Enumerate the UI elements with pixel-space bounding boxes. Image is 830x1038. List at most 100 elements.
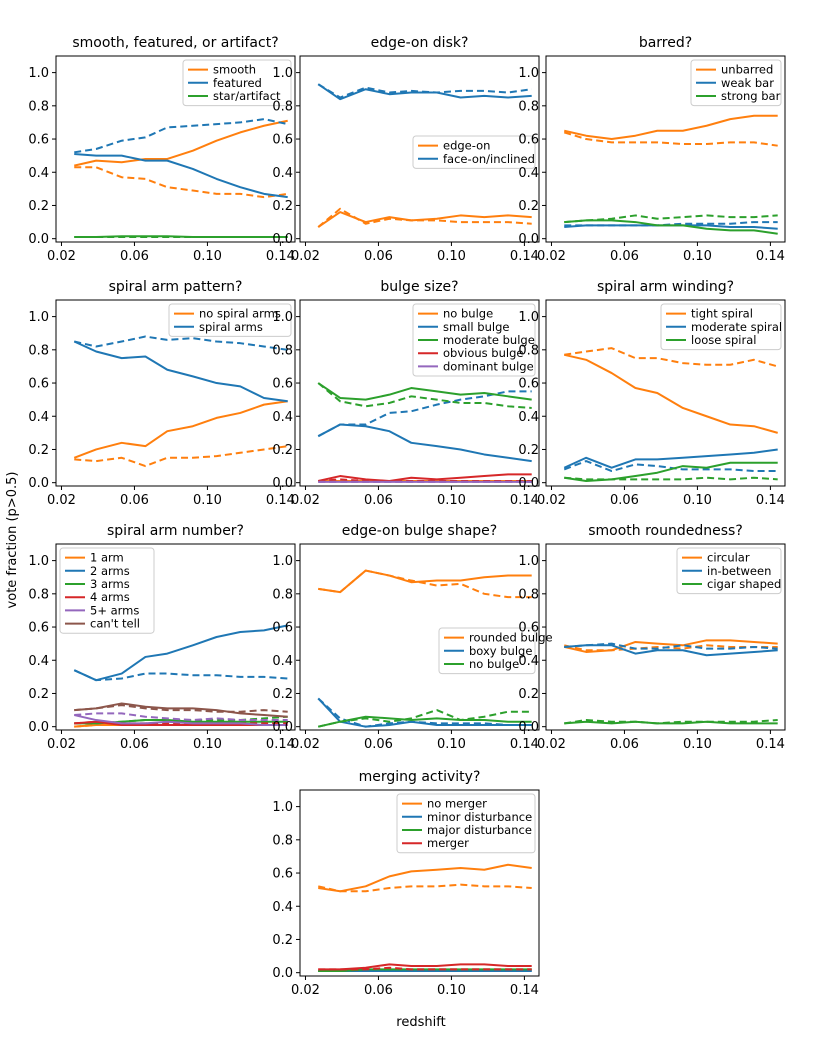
x-tick-label: 0.02 (537, 737, 566, 752)
axes-frame (545, 55, 786, 243)
series-line-featured-solid (74, 152, 288, 199)
legend-entry-no-bulge: no bulge (469, 657, 519, 671)
legend-entry-spiral-arms: spiral arms (199, 320, 263, 334)
y-tick-label: 1.0 (28, 310, 49, 325)
series-line-merger-dashed (318, 966, 532, 971)
series-line-rounded-bulge-solid (318, 569, 532, 594)
panel-spiral-arm-pattern: spiral arm pattern? 0.0 0.2 0.4 0.6 0.8 1.0 0.0… (28, 279, 296, 508)
x-tick-label: 0.14 (510, 983, 539, 998)
series-line-spiral-arms-solid (73, 340, 288, 403)
legend-box (412, 135, 536, 169)
panel-merging-activity: merging activity? 0.0 0.2 0.4 0.6 0.8 1.0 0.02 0… (272, 769, 540, 998)
panel-title: spiral arm pattern? (109, 279, 243, 295)
y-tick-label: 0.6 (518, 377, 539, 392)
legend-entry-in-between: in-between (707, 564, 771, 578)
legend-entry-star-artifact: star/artifact (213, 89, 281, 103)
x-tick-label: 0.02 (537, 493, 566, 508)
x-tick-label: 0.10 (193, 249, 222, 264)
x-tick-label: 0.02 (291, 737, 320, 752)
y-tick-label: 0.0 (28, 232, 49, 247)
panel-smooth-roundedness: smooth roundedness? 0.0 0.2 0.4 0.6 0.8 1.0 0.0… (518, 523, 786, 752)
axes-frame (299, 299, 540, 487)
x-tick-label: 0.06 (610, 493, 639, 508)
legend-box (660, 303, 782, 351)
x-tick-label: 0.02 (291, 249, 320, 264)
panel-bulge-size: bulge size? 0.0 0.2 0.4 0.6 0.8 1.0 0.02 0.06 0.1… (272, 279, 540, 508)
y-tick-label: 0.8 (28, 587, 49, 602)
series-line-cigar-shaped-solid (564, 720, 778, 725)
series-line-moderate-bulge-dashed (317, 382, 532, 409)
axes-frame (55, 299, 296, 487)
series-line-moderate-spiral-solid (563, 448, 778, 469)
legend-entry-no-spiral-arms: no spiral arms (199, 307, 281, 321)
y-tick-label: 0.2 (28, 687, 49, 702)
legend-box (182, 59, 292, 107)
x-tick-label: 0.10 (683, 493, 712, 508)
series-line-cigar-shaped-dashed (564, 719, 778, 725)
legend-entry-small-bulge: small bulge (443, 320, 509, 334)
x-tick-label: 0.14 (756, 737, 785, 752)
panel-title: edge-on disk? (371, 35, 469, 51)
legend-entry-face-on-inclined: face-on/inclined (443, 152, 535, 166)
y-tick-label: 0.6 (28, 377, 49, 392)
panel-spiral-arm-winding: spiral arm winding? 0.0 0.2 0.4 0.6 0.8 1.0 0.0… (518, 279, 786, 508)
x-tick-label: 0.06 (364, 249, 393, 264)
y-tick-label: 0.6 (518, 621, 539, 636)
y-tick-label: 1.0 (518, 66, 539, 81)
series-line-no-merger-solid (318, 863, 532, 893)
x-tick-label: 0.10 (437, 493, 466, 508)
legend-entry-major-disturbance: major disturbance (427, 823, 532, 837)
panel-title: merging activity? (359, 769, 481, 785)
y-tick-label: 0.2 (28, 199, 49, 214)
y-tick-label: 0.0 (518, 720, 539, 735)
legend-entry-featured: featured (213, 76, 262, 90)
legend-entry-dominant-bulge: dominant bulge (443, 359, 534, 373)
y-tick-label: 0.8 (28, 343, 49, 358)
y-tick-label: 0.4 (28, 410, 49, 425)
y-tick-label: 0.8 (272, 99, 293, 114)
legend-box (59, 547, 155, 634)
series-line-tight-spiral-dashed (564, 347, 778, 368)
panel-barred: barred? 0.0 0.2 0.4 0.6 0.8 1.0 0.02 0.06 0.10 0.1… (518, 35, 786, 264)
y-tick-label: 1.0 (28, 554, 49, 569)
axes-frame (299, 543, 540, 731)
y-tick-label: 0.2 (272, 933, 293, 948)
series-line-loose-spiral-dashed (564, 476, 778, 481)
y-tick-label: 0.2 (272, 443, 293, 458)
legend-entry-obvious-bulge: obvious bulge (443, 346, 523, 360)
legend-entry-unbarred: unbarred (721, 63, 773, 77)
y-tick-label: 0.4 (518, 166, 539, 181)
y-tick-label: 0.0 (518, 476, 539, 491)
x-tick-label: 0.06 (120, 493, 149, 508)
series-line-spiral-arms-dashed (74, 335, 288, 351)
y-tick-label: 0.4 (28, 166, 49, 181)
legend-entry-4-arms: 4 arms (90, 590, 130, 604)
x-tick-label: 0.10 (193, 493, 222, 508)
x-tick-label: 0.02 (47, 737, 76, 752)
y-tick-label: 0.0 (272, 476, 293, 491)
legend-entry-moderate-bulge: moderate bulge (443, 333, 535, 347)
y-tick-label: 0.0 (272, 720, 293, 735)
y-tick-label: 0.8 (518, 587, 539, 602)
x-tick-label: 0.06 (120, 737, 149, 752)
legend-entry-2-arms: 2 arms (90, 564, 130, 578)
series-line-tight-spiral-solid (564, 353, 778, 434)
panel-title: spiral arm winding? (597, 279, 734, 295)
series-line-small-bulge-dashed (317, 390, 532, 438)
legend-entry-loose-spiral: loose spiral (691, 333, 756, 347)
legend-box (438, 627, 536, 675)
legend-entry-merger: merger (427, 836, 469, 850)
x-tick-label: 0.06 (364, 737, 393, 752)
x-tick-label: 0.14 (266, 737, 295, 752)
panel-title: edge-on bulge shape? (342, 523, 497, 539)
axes-frame (299, 55, 540, 243)
y-tick-label: 0.6 (272, 133, 293, 148)
y-tick-label: 0.2 (272, 199, 293, 214)
y-tick-label: 1.0 (518, 310, 539, 325)
y-tick-label: 0.8 (272, 343, 293, 358)
legend-box (412, 303, 536, 377)
y-tick-label: 0.8 (28, 99, 49, 114)
